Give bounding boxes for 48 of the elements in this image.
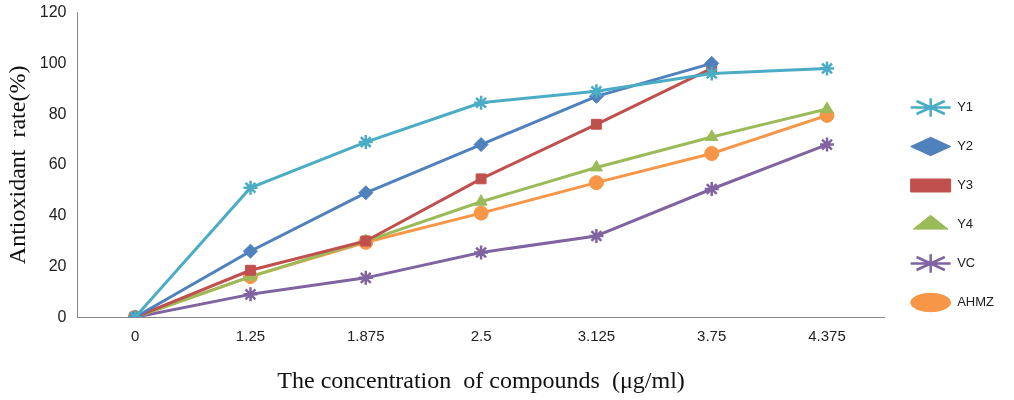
point xyxy=(818,60,836,77)
point xyxy=(472,244,490,261)
point xyxy=(473,137,489,153)
point xyxy=(820,101,834,114)
y-tick-label: 120 xyxy=(39,3,67,21)
point xyxy=(705,129,719,141)
point xyxy=(588,175,604,191)
y-tick-label: 40 xyxy=(48,206,67,224)
y-tick-label: 0 xyxy=(57,307,67,325)
x-tick-label: 1.25 xyxy=(235,327,266,345)
point xyxy=(704,55,720,71)
point xyxy=(703,180,720,198)
point xyxy=(475,173,487,185)
y-tick-label: 80 xyxy=(48,104,67,122)
x-tick-label: 2.5 xyxy=(470,327,492,345)
x-tick-label: 3.125 xyxy=(577,327,616,345)
point xyxy=(473,205,489,221)
y-tick-label: 100 xyxy=(39,53,67,71)
point xyxy=(590,118,602,130)
point xyxy=(704,145,720,161)
point xyxy=(474,194,488,206)
x-tick-label: 3.75 xyxy=(697,327,727,345)
y-tick-label: 60 xyxy=(48,155,67,173)
point xyxy=(357,269,375,287)
legend-label: Y1 xyxy=(957,99,974,115)
y-tick-label: 20 xyxy=(48,256,67,274)
legend-label: Y3 xyxy=(957,177,974,193)
legend-label: Y4 xyxy=(957,216,974,232)
legend-label: Y2 xyxy=(957,138,974,154)
point xyxy=(242,286,259,303)
point xyxy=(245,264,256,276)
point xyxy=(242,243,258,259)
y-axis-title: Antioxidant rate(%) xyxy=(3,65,30,265)
point xyxy=(588,227,605,245)
point xyxy=(818,136,836,153)
point xyxy=(358,185,374,201)
x-tick-label: 0 xyxy=(130,327,140,345)
x-tick-label: 1.875 xyxy=(347,327,385,345)
point xyxy=(703,65,720,82)
legend-label: VC xyxy=(957,255,976,271)
point xyxy=(357,133,375,151)
point xyxy=(589,159,603,172)
x-tick-label: 4.375 xyxy=(808,327,846,345)
point xyxy=(588,83,605,100)
legend-label: AHMZ xyxy=(957,294,995,310)
point xyxy=(472,94,490,111)
x-axis-title: The concentration of compounds (μg/ml) xyxy=(277,366,685,393)
point xyxy=(242,179,259,196)
